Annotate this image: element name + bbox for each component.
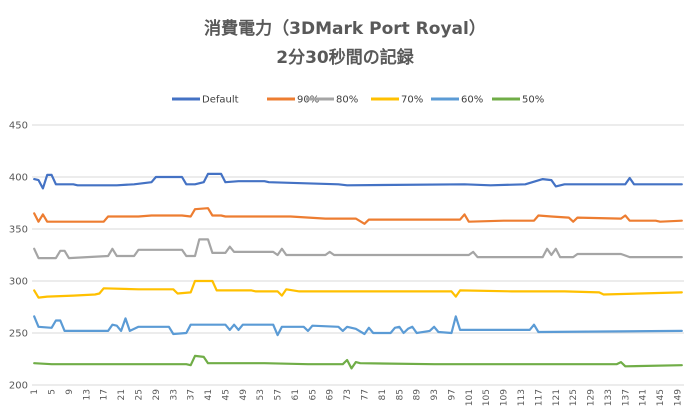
- y-axis-ticks: 200 250 300 350 400 450: [9, 121, 28, 392]
- x-tick-label: 149: [673, 389, 683, 406]
- x-tick-label: 129: [587, 389, 597, 406]
- x-tick-label: 137: [621, 389, 631, 406]
- series-line-60pct: [33, 315, 683, 337]
- x-tick-label: 133: [604, 389, 614, 406]
- series-lines: [33, 172, 683, 370]
- x-tick-label: 45: [221, 389, 231, 400]
- series-line-default: [33, 172, 683, 190]
- x-tick-label: 53: [256, 389, 266, 400]
- x-tick-label: 25: [134, 389, 144, 400]
- x-tick-label: 117: [534, 389, 544, 406]
- series-line-70pct: [33, 279, 683, 299]
- x-tick-label: 21: [117, 389, 127, 400]
- legend-entry: Default: [202, 95, 239, 106]
- legend: Default90%80%70%60%50%: [172, 95, 544, 106]
- x-tick-label: 97: [447, 389, 457, 400]
- x-tick-label: 17: [100, 389, 110, 400]
- x-tick-label: 105: [482, 389, 492, 406]
- legend-entry: 50%: [522, 95, 544, 106]
- x-tick-label: 85: [395, 389, 405, 400]
- x-tick-label: 89: [413, 389, 423, 401]
- grid: [32, 124, 684, 386]
- x-tick-label: 1: [30, 389, 40, 395]
- x-tick-label: 13: [82, 389, 92, 400]
- series-line-50pct: [33, 354, 683, 370]
- x-tick-label: 145: [656, 389, 666, 406]
- x-tick-label: 121: [552, 389, 562, 406]
- x-tick-label: 5: [48, 389, 58, 395]
- y-tick-label: 350: [9, 225, 28, 236]
- x-tick-label: 29: [152, 389, 162, 401]
- x-tick-label: 109: [500, 389, 510, 406]
- series-line-90pct: [33, 207, 683, 225]
- x-tick-label: 61: [291, 389, 301, 400]
- legend-entry: 70%: [401, 95, 423, 106]
- x-tick-label: 49: [239, 389, 249, 401]
- x-tick-label: 73: [343, 389, 353, 400]
- x-tick-label: 141: [639, 389, 649, 406]
- x-axis-ticks: 1 5 9 13 17 21 25 29 33 37 41 45 49 53 57 61 65 69 73 77 81 8…: [30, 389, 683, 406]
- x-tick-label: 93: [430, 389, 440, 400]
- x-tick-label: 101: [465, 389, 475, 406]
- x-tick-label: 77: [361, 389, 371, 400]
- x-tick-label: 65: [308, 389, 318, 400]
- x-tick-label: 69: [326, 389, 336, 401]
- y-tick-label: 300: [9, 277, 28, 288]
- x-tick-label: 33: [169, 389, 179, 400]
- x-tick-label: 57: [274, 389, 284, 400]
- y-tick-label: 450: [9, 121, 28, 132]
- x-tick-label: 125: [569, 389, 579, 406]
- y-tick-label: 200: [9, 381, 28, 392]
- y-tick-label: 400: [9, 173, 28, 184]
- x-tick-label: 9: [65, 389, 75, 395]
- series-line-80pct: [33, 238, 683, 260]
- chart-title: 消費電力（3DMark Port Royal）: [204, 18, 486, 39]
- legend-entry: 60%: [461, 95, 483, 106]
- legend-entry: 80%: [336, 95, 358, 106]
- y-tick-label: 250: [9, 329, 28, 340]
- chart-subtitle: 2分30秒間の記録: [276, 47, 414, 68]
- x-tick-label: 113: [517, 389, 527, 406]
- x-tick-label: 41: [204, 389, 214, 400]
- x-tick-label: 81: [378, 389, 388, 400]
- x-tick-label: 37: [187, 389, 197, 400]
